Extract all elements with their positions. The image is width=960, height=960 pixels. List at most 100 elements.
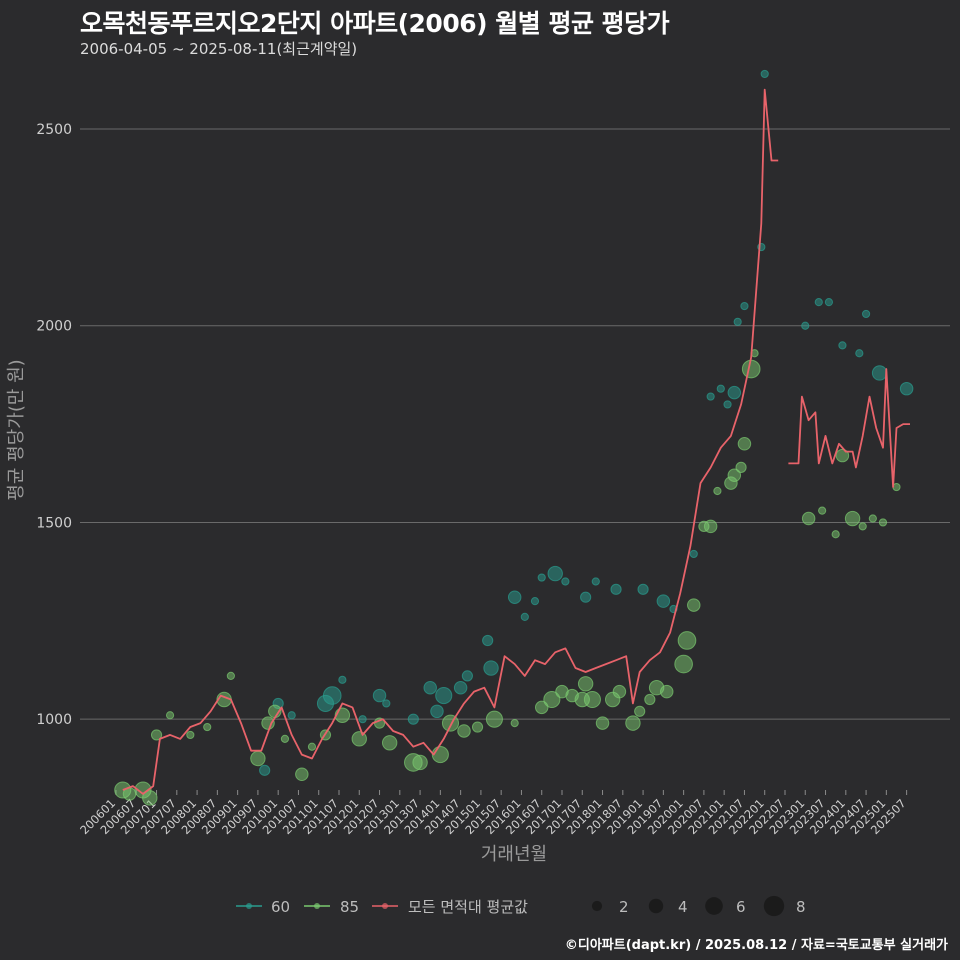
legend-label-85: 85: [340, 898, 359, 916]
data-point-85: [687, 598, 701, 612]
y-tick-label: 1000: [36, 712, 72, 728]
data-point-60: [760, 69, 769, 79]
data-point-60: [483, 660, 499, 676]
data-point-85: [741, 359, 761, 379]
data-point-60: [407, 713, 419, 725]
legend-size-dot: [763, 895, 785, 917]
gridlines: [80, 128, 950, 720]
data-point-85: [226, 671, 235, 681]
chart-title: 오목천동푸르지오2단지 아파트(2006) 월별 평균 평당가: [80, 9, 670, 38]
data-point-85: [457, 724, 471, 738]
data-point-60: [561, 577, 570, 586]
data-point-85: [165, 711, 175, 720]
data-point-85: [295, 767, 309, 781]
data-point-60: [733, 317, 742, 326]
legend-label-average: 모든 면적대 평균값: [408, 898, 528, 916]
data-point-85: [713, 486, 722, 496]
data-point-60: [824, 298, 834, 307]
data-point-85: [441, 714, 460, 732]
legend-size-label: 8: [796, 898, 806, 916]
data-point-85: [186, 730, 195, 740]
data-point-85: [203, 722, 212, 732]
data-point-85: [577, 676, 594, 692]
data-point-85: [868, 514, 877, 523]
legend-size-label: 4: [678, 898, 688, 916]
legend-item-85[interactable]: 85: [304, 898, 359, 916]
data-point-85: [431, 746, 449, 764]
data-point-60: [430, 704, 444, 719]
data-point-85: [644, 693, 656, 706]
legend-size-dot: [648, 898, 664, 914]
data-point-85: [878, 518, 888, 527]
data-point-85: [583, 690, 601, 709]
data-point-85: [381, 735, 398, 751]
legend: 60 85 모든 면적대 평균값 2 4 6 8: [236, 895, 806, 917]
data-point-60: [482, 634, 494, 647]
data-point-85: [485, 710, 503, 728]
x-axis-title: 거래년월: [481, 844, 547, 865]
data-point-85: [334, 707, 351, 723]
data-point-85: [659, 684, 674, 699]
data-point-85: [844, 510, 861, 527]
data-point-85: [307, 742, 317, 751]
data-point-85: [543, 690, 561, 709]
data-point-85: [801, 511, 816, 526]
data-point-60: [861, 309, 871, 319]
data-point-85: [150, 729, 163, 741]
data-point-85: [625, 715, 641, 731]
data-point-85: [250, 750, 266, 767]
data-point-85: [818, 506, 827, 515]
data-point-85: [142, 790, 158, 806]
data-point-60: [656, 594, 671, 608]
data-point-60: [727, 385, 742, 400]
source-caption: ©디아파트(dapt.kr) / 2025.08.12 / 자료=국토교통부 실…: [564, 938, 948, 953]
data-point-60: [547, 565, 563, 582]
average-line-segment: [788, 368, 910, 488]
y-tick-label: 1500: [36, 515, 72, 531]
data-point-60: [423, 680, 437, 695]
data-point-60: [871, 365, 888, 381]
legend-dot-60: [246, 903, 252, 909]
data-point-60: [637, 583, 649, 595]
data-point-60: [358, 715, 367, 724]
data-point-60: [537, 573, 546, 582]
legend-size-dot: [705, 897, 723, 915]
data-point-60: [435, 687, 453, 705]
legend-size-dot: [591, 900, 603, 912]
legend-item-average[interactable]: 모든 면적대 평균값: [372, 898, 528, 916]
series-85-points: [114, 349, 901, 806]
data-point-60: [716, 384, 725, 393]
data-point-60: [899, 381, 914, 396]
data-point-60: [287, 711, 296, 720]
legend-size-scale: 2 4 6 8: [591, 895, 806, 917]
x-axis-ticks: 2006012006072007012007072008012008072009…: [77, 790, 909, 837]
data-point-85: [634, 705, 646, 717]
data-point-60: [723, 400, 732, 409]
data-point-60: [610, 583, 622, 595]
data-point-60: [689, 549, 698, 559]
data-point-60: [338, 675, 347, 684]
data-point-85: [412, 754, 428, 771]
data-point-60: [461, 670, 473, 682]
data-point-85: [612, 684, 627, 699]
data-point-60: [814, 298, 823, 307]
series-60-points: [259, 69, 914, 776]
data-point-60: [838, 341, 847, 350]
data-point-60: [382, 699, 391, 708]
data-point-60: [591, 577, 600, 586]
average-line-segment: [122, 88, 779, 795]
data-point-60: [706, 392, 715, 401]
data-point-60: [507, 590, 522, 604]
data-point-60: [453, 680, 468, 695]
data-point-85: [735, 461, 747, 473]
series-average-line: [122, 88, 910, 795]
legend-size-label: 6: [736, 898, 746, 916]
data-point-60: [530, 597, 540, 606]
data-point-60: [322, 686, 342, 705]
legend-item-60[interactable]: 60: [236, 898, 290, 916]
data-point-60: [580, 591, 592, 603]
legend-label-60: 60: [271, 898, 290, 916]
data-point-60: [855, 349, 864, 358]
y-tick-label: 2500: [36, 122, 72, 138]
data-point-85: [703, 519, 718, 534]
